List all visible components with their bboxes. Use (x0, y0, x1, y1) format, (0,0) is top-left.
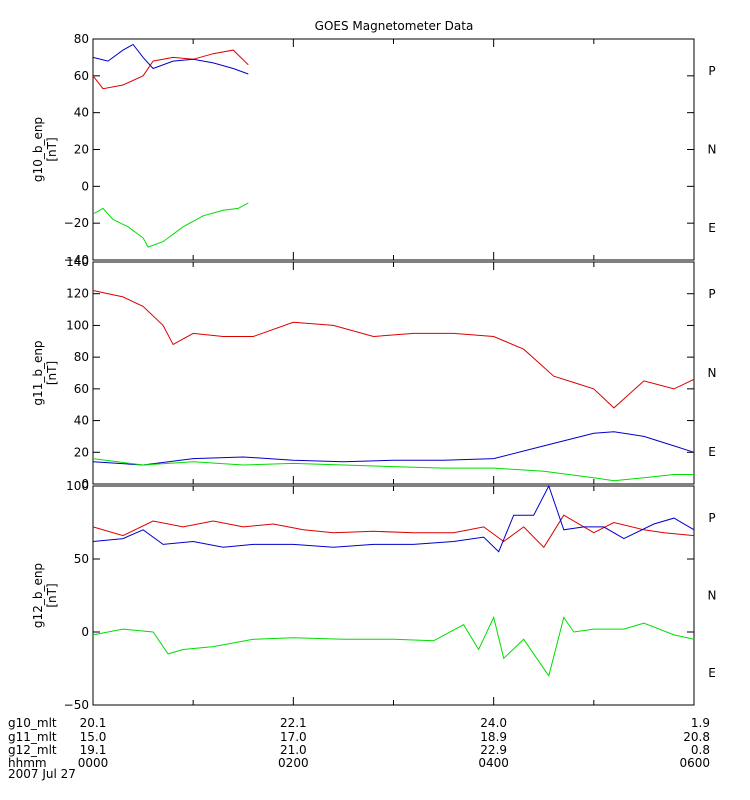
y-tick-label: −20 (64, 216, 89, 230)
y-tick-label: −50 (64, 698, 89, 712)
legend-E: E (708, 445, 716, 459)
y-tick-label: 140 (66, 255, 89, 269)
legend-P: P (708, 287, 715, 301)
y-tick-label: 80 (74, 350, 89, 364)
axis-value-g10_mlt: 20.1 (80, 716, 107, 730)
series-N-line (92, 458, 694, 482)
legend-N: N (708, 366, 717, 380)
y-axis-label: g10_b_enp (31, 117, 45, 182)
plot-frame (92, 485, 695, 706)
row-label-g10_mlt: g10_mlt (8, 716, 57, 730)
date-label: 2007 Jul 27 (8, 767, 76, 781)
y-axis-label: g12_b_enp (31, 563, 45, 628)
y-tick-label: 20 (74, 143, 89, 157)
y-tick-label: 60 (74, 69, 89, 83)
series-E-line (92, 431, 695, 466)
legend-E: E (708, 221, 716, 235)
row-label-g11_mlt: g11_mlt (8, 730, 57, 744)
y-tick-label: 80 (74, 32, 89, 46)
legend-P: P (708, 511, 715, 525)
y-tick-label: −40 (64, 253, 89, 267)
y-tick-label: 40 (74, 106, 89, 120)
legend-N: N (708, 589, 717, 603)
axis-value-g11_mlt: 15.0 (80, 730, 107, 744)
axis-value-g11_mlt: 18.9 (480, 730, 507, 744)
axis-value-g12_mlt: 19.1 (80, 743, 107, 757)
axis-value-hhmm: 0600 (679, 756, 710, 770)
legend-E: E (708, 666, 716, 680)
y-tick-label: 120 (66, 287, 89, 301)
series-N-line (92, 615, 695, 677)
series-N-line (92, 202, 249, 248)
axis-value-g11_mlt: 17.0 (280, 730, 307, 744)
series-E-line (92, 43, 249, 75)
y-tick-label: 40 (74, 414, 89, 428)
axis-value-g10_mlt: 1.9 (691, 716, 710, 730)
y-tick-label: 100 (66, 479, 89, 493)
axis-value-g12_mlt: 21.0 (280, 743, 307, 757)
y-axis-unit: [nT] (45, 583, 59, 607)
axis-value-g11_mlt: 20.8 (683, 730, 710, 744)
y-tick-label: 0 (81, 179, 89, 193)
plot-frame (92, 261, 695, 485)
axis-value-g12_mlt: 22.9 (480, 743, 507, 757)
row-label-hhmm: hhmm (8, 756, 47, 770)
y-tick-label: 0 (81, 625, 89, 639)
panel-1: −40 −20 0 20 40 60 80 g10_b_enp [nT] P N E (31, 32, 716, 267)
legend-N: N (708, 143, 717, 157)
axis-value-hhmm: 0200 (278, 756, 309, 770)
panel-3: −50 0 50 100 g12_b_enp [nT] P N E (31, 479, 716, 712)
series-P-line (92, 49, 249, 90)
legend-P: P (708, 64, 715, 78)
series-E-line (92, 484, 695, 553)
axis-value-hhmm: 0000 (78, 756, 109, 770)
axis-value-hhmm: 0400 (478, 756, 509, 770)
y-tick-label: 0 (81, 477, 89, 491)
y-tick-label: 100 (66, 318, 89, 332)
row-label-g12_mlt: g12_mlt (8, 743, 57, 757)
axis-value-g10_mlt: 22.1 (280, 716, 307, 730)
axis-value-g12_mlt: 0.8 (691, 743, 710, 757)
axis-value-g10_mlt: 24.0 (480, 716, 507, 730)
chart-title: GOES Magnetometer Data (315, 19, 474, 33)
y-tick-label: 60 (74, 382, 89, 396)
y-tick-label: 20 (74, 445, 89, 459)
y-tick-label: 50 (74, 552, 89, 566)
series-P-line (92, 290, 695, 409)
series-P-line (92, 514, 695, 549)
y-axis-unit: [nT] (45, 361, 59, 385)
y-axis-label: g11_b_enp (31, 340, 45, 405)
panel-2: 0 20 40 60 80 100 120 140 g11_b_enp [nT] P N E (31, 255, 716, 491)
y-axis-unit: [nT] (45, 137, 59, 161)
